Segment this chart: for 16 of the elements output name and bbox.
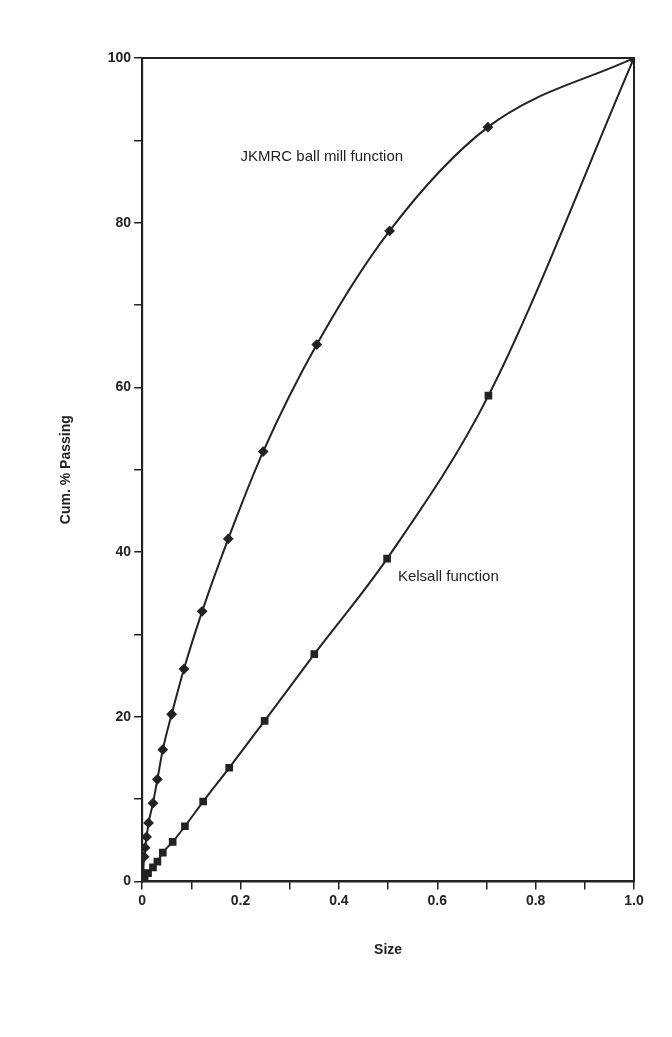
y-tick-label: 20 xyxy=(115,707,132,724)
text: JKMRC ball mill function xyxy=(240,146,404,164)
y-tick-label: 0 xyxy=(123,872,132,889)
x-tick-label: 0.2 xyxy=(230,891,251,908)
y-tick-label: 60 xyxy=(115,378,132,395)
x-tick-label: 1.0 xyxy=(624,891,644,908)
x-tick-label: 0.6 xyxy=(427,891,448,908)
y-tick-label: 100 xyxy=(107,48,132,65)
x-tick-label: 0.4 xyxy=(329,891,349,908)
series-label: Kelsall function xyxy=(397,566,499,584)
x-axis-title: Size xyxy=(374,941,403,958)
y-tick-label: 80 xyxy=(115,213,132,230)
y-tick-label: 40 xyxy=(115,542,132,559)
y-axis-title: Cum. % Passing xyxy=(57,415,74,525)
x-tick-label: 0 xyxy=(138,891,147,908)
x-tick-label: 0.8 xyxy=(525,891,546,908)
